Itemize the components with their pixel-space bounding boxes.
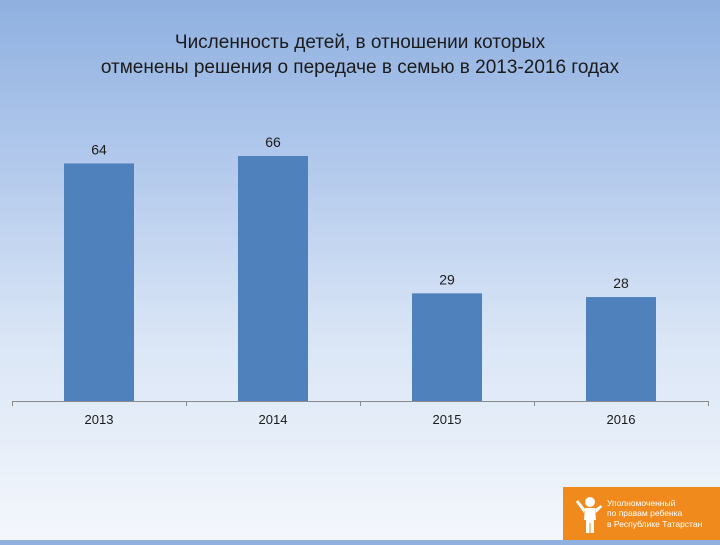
x-tick-label-2013: 2013 <box>85 412 114 427</box>
child-figure-icon <box>563 487 607 540</box>
x-tick-label-2015: 2015 <box>433 412 462 427</box>
x-tick-label-2016: 2016 <box>607 412 636 427</box>
x-tick-label-2014: 2014 <box>259 412 288 427</box>
bar-2013 <box>64 163 134 401</box>
logo-text-line-3: в Республике Татарстан <box>607 518 703 529</box>
chart-title: Численность детей, в отношении которых о… <box>0 30 720 80</box>
logo-text: Уполномоченный по правам ребенка в Респу… <box>607 498 702 530</box>
data-label-2013: 64 <box>91 141 107 157</box>
chart-title-line-2: отменены решения о передаче в семью в 20… <box>100 57 620 78</box>
bar-2015 <box>412 293 482 401</box>
data-label-2016: 28 <box>613 275 629 291</box>
logo-text-line-1: Уполномоченный <box>607 497 676 508</box>
logo-text-line-2: по правам ребенка <box>607 508 683 519</box>
bar-2016 <box>586 297 656 401</box>
chart-title-line-1: Численность детей, в отношении которых <box>174 32 546 53</box>
data-label-2014: 66 <box>265 134 281 150</box>
data-label-2015: 29 <box>439 271 455 287</box>
ombudsman-logo: Уполномоченный по правам ребенка в Респу… <box>563 487 720 540</box>
bar-2014 <box>238 156 308 401</box>
